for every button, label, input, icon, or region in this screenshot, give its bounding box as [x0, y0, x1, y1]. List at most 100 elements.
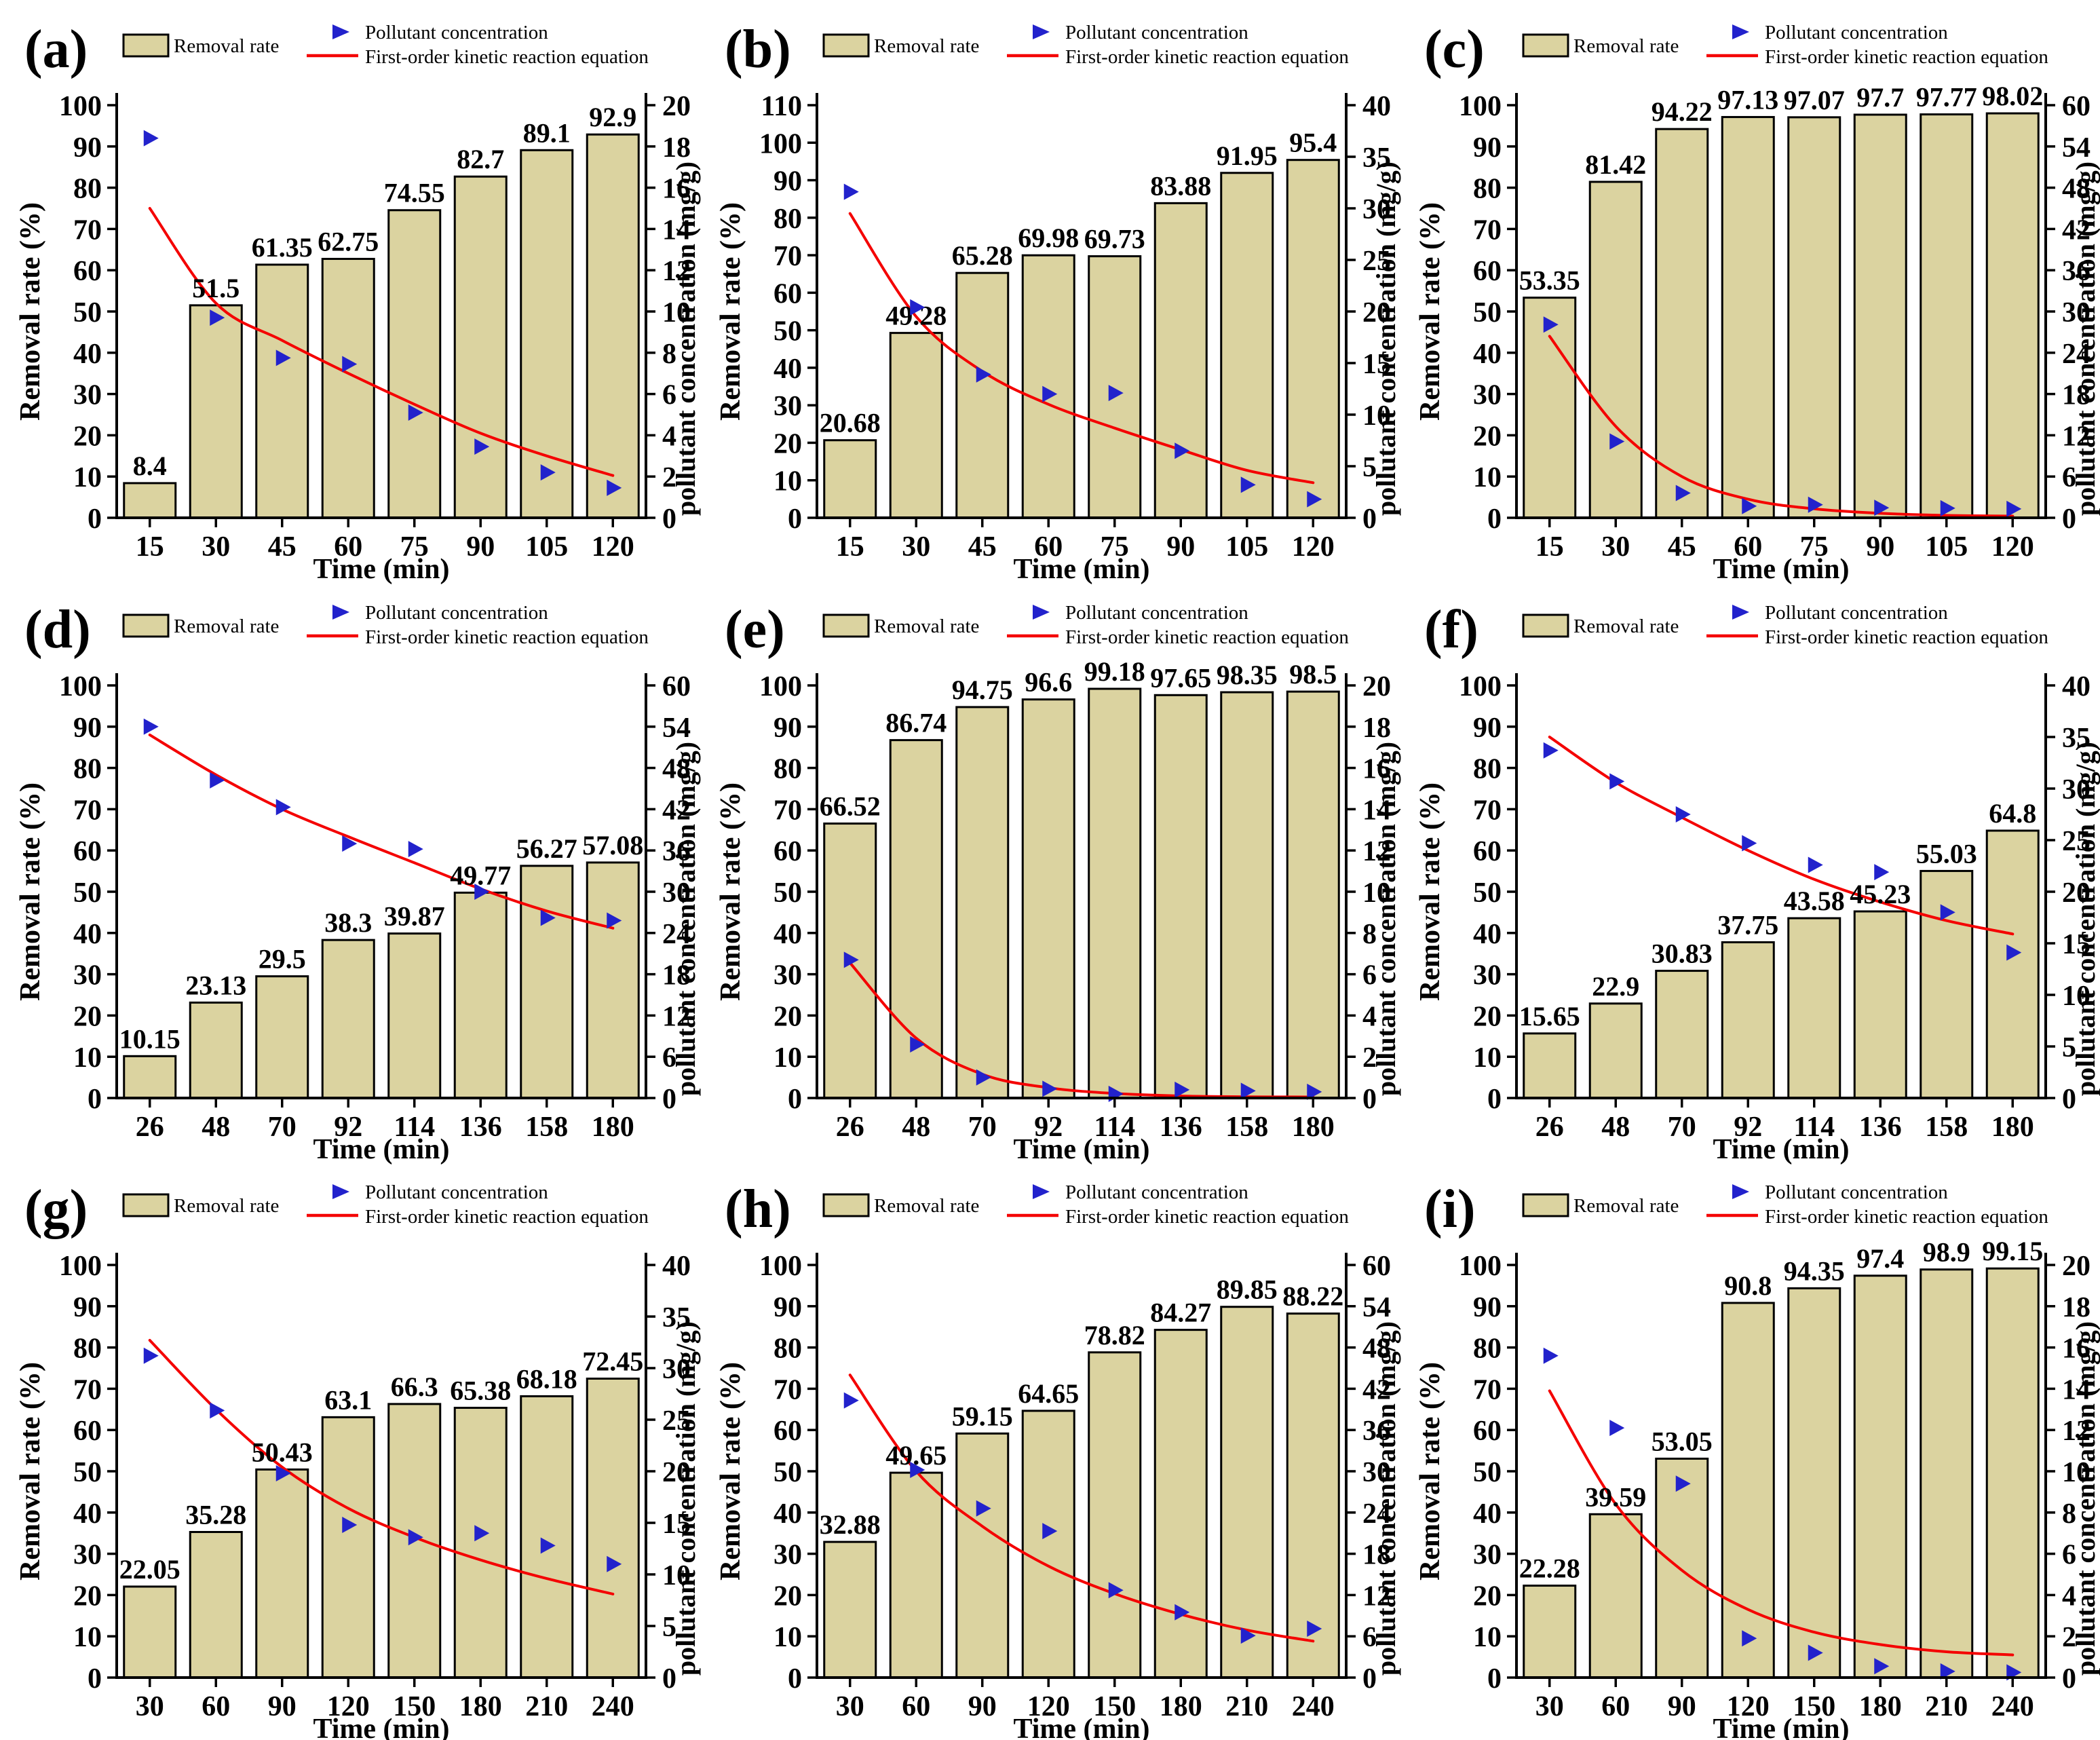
x-axis-tick-label: 30: [836, 1691, 864, 1722]
right-axis-tick-label: 30: [2062, 297, 2091, 328]
right-axis-tick-label: 42: [2062, 214, 2091, 246]
right-axis-tick-label: 12: [2062, 421, 2091, 452]
right-axis-tick-label: 36: [2062, 256, 2091, 287]
right-axis-title: pollutant concentration (mg/g): [1371, 1321, 1401, 1676]
right-axis-tick-label: 20: [662, 1457, 691, 1488]
pollutant-concentration-point: [275, 1465, 291, 1482]
pollutant-concentration-point: [607, 1555, 622, 1572]
bar-value-label: 97.77: [1916, 82, 1977, 113]
left-axis-tick-label: 60: [774, 278, 802, 309]
pollutant-concentration-point: [1175, 442, 1190, 459]
bar-removal-rate: [1853, 1274, 1907, 1679]
x-axis-tick-label: 240: [1991, 1691, 2034, 1722]
panel-letter: (a): [24, 20, 88, 79]
pollutant-concentration-point: [976, 1069, 991, 1086]
chart-panel-a: (a) Removal rate Pollutant concentration Fi…: [15, 20, 701, 585]
right-axis-tick-label: 42: [1362, 1374, 1391, 1405]
bar-value-label: 63.1: [324, 1384, 372, 1415]
bar-removal-rate: [1220, 691, 1274, 1099]
pollutant-concentration-point: [1543, 1347, 1559, 1364]
x-axis-tick-label: 120: [327, 1691, 370, 1722]
legend-point-marker-icon: [332, 605, 349, 620]
left-axis-tick-label: 20: [774, 1581, 802, 1612]
x-axis-tick-label: 240: [1292, 1691, 1335, 1722]
x-axis-tick-label: 70: [268, 1112, 297, 1143]
bar-removal-rate: [586, 861, 640, 1099]
bar-removal-rate: [889, 1471, 943, 1679]
bar-value-label: 22.28: [1519, 1553, 1580, 1584]
bar-value-label: 82.7: [457, 144, 504, 174]
x-axis-tick-label: 136: [1859, 1112, 1902, 1143]
left-axis-tick-label: 40: [774, 919, 802, 950]
right-axis-tick-label: 18: [2062, 1292, 2091, 1323]
right-axis-tick-label: 6: [2062, 462, 2076, 493]
bar-value-label: 66.52: [820, 791, 881, 822]
left-axis-tick-label: 20: [774, 428, 802, 459]
chart-panel-g: (g) Removal rate Pollutant concentration Fi…: [15, 1179, 701, 1740]
pollutant-concentration-point: [843, 951, 859, 968]
legend-bar-swatch-icon: [1522, 613, 1569, 638]
left-axis-tick-label: 100: [759, 671, 802, 702]
right-axis-tick-label: 48: [2062, 174, 2091, 205]
pollutant-concentration-point: [1307, 1621, 1322, 1638]
x-axis-title: Time (min): [313, 554, 449, 585]
pollutant-concentration-point: [210, 1402, 225, 1419]
pollutant-concentration-point: [1108, 385, 1124, 402]
x-axis-tick-label: 90: [1166, 531, 1195, 563]
bar-removal-rate: [1655, 128, 1709, 519]
left-axis-tick-label: 60: [1473, 836, 1502, 867]
pollutant-concentration-point: [976, 1500, 991, 1517]
x-axis-title: Time (min): [1713, 554, 1849, 585]
left-axis-tick-label: 70: [73, 1374, 102, 1405]
first-order-kinetic-line: [148, 733, 615, 930]
bar-value-label: 22.05: [119, 1554, 180, 1585]
right-axis-tick-label: 20: [1362, 297, 1391, 328]
right-axis-tick-label: 48: [662, 754, 691, 785]
bar-value-label: 98.9: [1923, 1237, 1970, 1268]
left-axis-tick-label: 20: [73, 1581, 102, 1612]
first-order-kinetic-line: [848, 212, 1315, 485]
bar-removal-rate: [1853, 113, 1907, 519]
legend-bar-label: Removal rate: [1573, 1195, 1679, 1217]
left-axis-tick-label: 40: [73, 339, 102, 370]
left-axis-tick-label: 30: [73, 1540, 102, 1571]
pollutant-concentration-point: [540, 464, 556, 481]
bar-value-label: 94.75: [952, 675, 1013, 705]
x-axis-title: Time (min): [1713, 1714, 1849, 1740]
bar-value-label: 50.43: [252, 1437, 313, 1467]
x-axis-tick-label: 120: [1991, 531, 2034, 563]
left-axis-tick-label: 100: [59, 1251, 102, 1282]
pollutant-concentration-point: [1609, 1420, 1625, 1437]
left-axis-tick-label: 70: [774, 1374, 802, 1405]
bar-removal-rate: [255, 1468, 309, 1679]
right-axis-tick-label: 5: [2062, 1032, 2076, 1063]
pollutant-concentration-point: [275, 799, 291, 816]
left-axis-tick-label: 90: [774, 166, 802, 197]
left-axis-tick-label: 20: [73, 421, 102, 452]
pollutant-concentration-point: [1240, 1627, 1256, 1644]
left-axis-tick-label: 40: [73, 919, 102, 950]
x-axis-tick-label: 92: [1734, 1112, 1762, 1143]
bar-value-label: 37.75: [1717, 909, 1778, 940]
pollutant-concentration-point: [1940, 499, 1955, 516]
right-axis-tick-label: 0: [1362, 1663, 1377, 1695]
left-axis-tick-label: 0: [1487, 504, 1502, 535]
legend-point-label: Pollutant concentration: [1765, 22, 1948, 43]
bar-removal-rate: [823, 439, 877, 519]
first-order-kinetic-line: [1548, 736, 2015, 936]
pollutant-concentration-point: [843, 1392, 859, 1409]
x-axis-tick-label: 150: [1093, 1691, 1136, 1722]
left-axis-tick-label: 60: [1473, 1416, 1502, 1447]
pollutant-concentration-point: [1609, 773, 1625, 790]
bar-value-label: 89.85: [1217, 1274, 1278, 1305]
bar-value-label: 69.73: [1084, 224, 1145, 254]
x-axis-tick-label: 26: [1535, 1112, 1564, 1143]
bar-removal-rate: [1588, 181, 1643, 519]
left-axis-title: Removal rate (%): [15, 202, 46, 421]
chart-panel-d: (d) Removal rate Pollutant concentrationFi…: [15, 600, 701, 1165]
left-axis-tick-label: 80: [73, 754, 102, 785]
pollutant-concentration-point: [1108, 1582, 1124, 1599]
panel-letter: (h): [725, 1179, 791, 1239]
bar-value-label: 61.35: [252, 232, 313, 263]
pollutant-concentration-point: [1240, 476, 1256, 493]
